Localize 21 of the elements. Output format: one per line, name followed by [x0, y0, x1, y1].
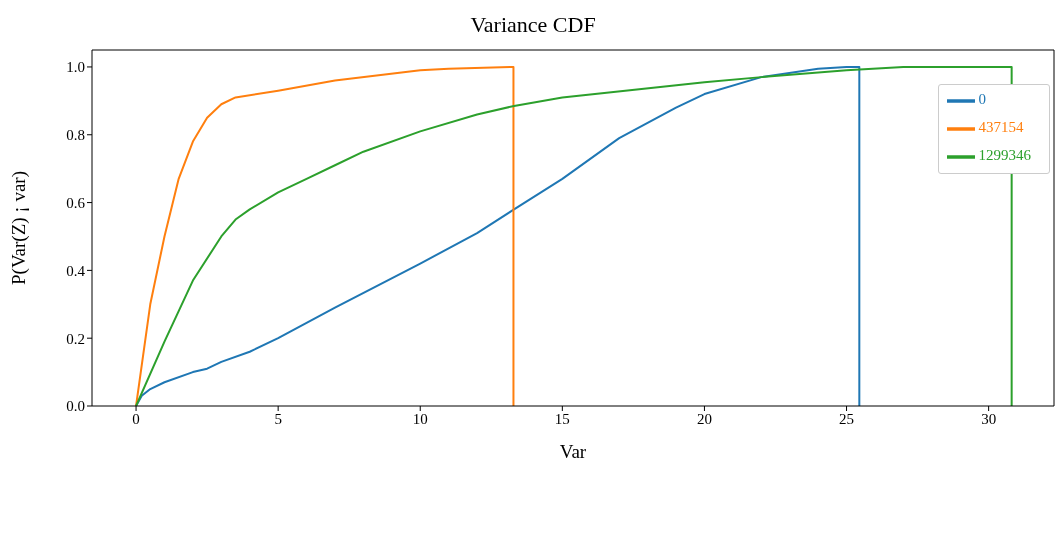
y-tick-label: 1.0 [66, 59, 85, 76]
line-series [135, 65, 861, 406]
legend-label: 437154 [978, 119, 1024, 136]
legend-label: 1299346 [978, 147, 1031, 164]
y-tick-label: 0.8 [66, 127, 85, 144]
x-tick-label: 0 [132, 410, 140, 427]
x-tick-label: 15 [554, 410, 570, 427]
legend-label: 0 [978, 91, 986, 108]
y-tick-label: 0.0 [66, 398, 85, 415]
x-tick-label: 5 [274, 410, 282, 427]
x-tick-label: 30 [981, 410, 997, 427]
y-tick-label: 0.6 [66, 194, 86, 211]
chart-title: Variance CDF [469, 11, 597, 39]
line-series [135, 65, 515, 406]
y-axis-title: P(Var(Z) ¡ var) [7, 171, 30, 285]
y-tick-label: 0.2 [66, 330, 85, 347]
x-tick-label: 20 [696, 410, 712, 427]
x-axis-title: Var [559, 441, 587, 462]
x-tick-label: 25 [839, 410, 855, 427]
x-tick-label: 10 [412, 410, 428, 427]
y-tick-label: 0.4 [66, 262, 86, 279]
